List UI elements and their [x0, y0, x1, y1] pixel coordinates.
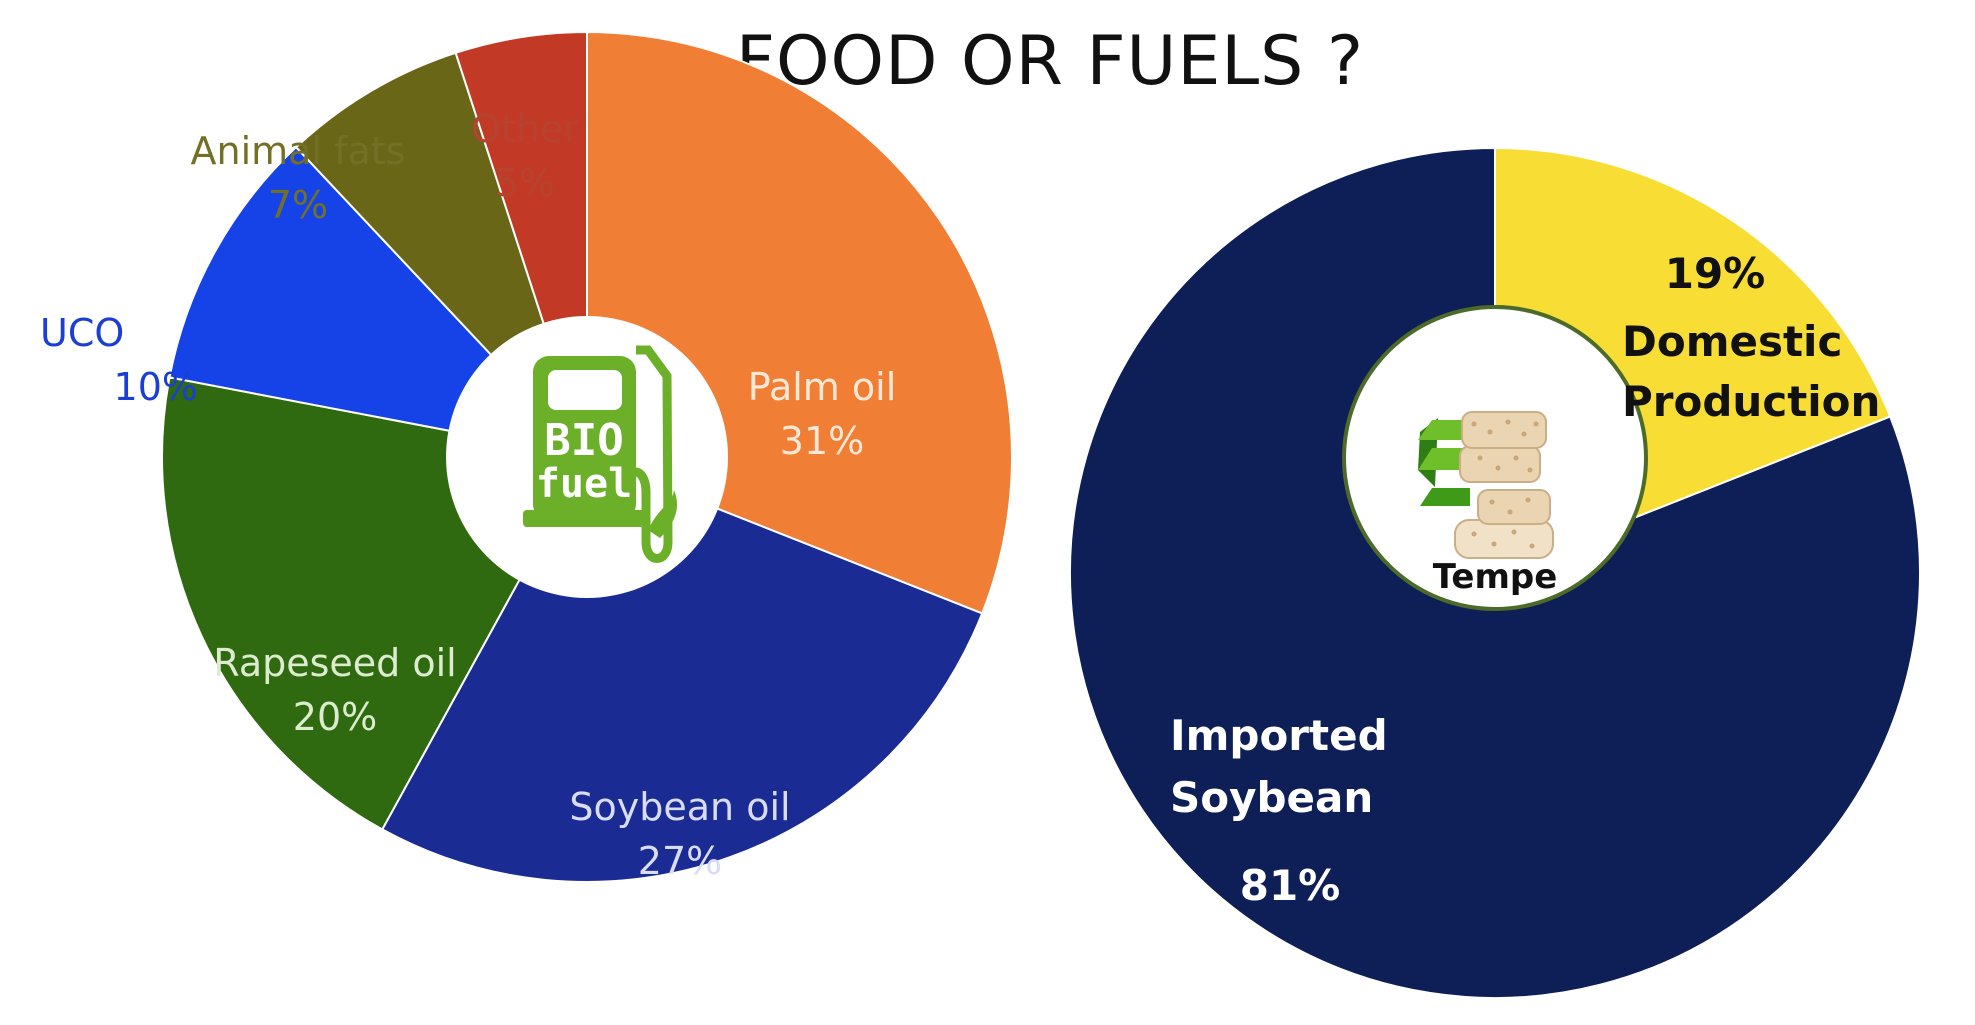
- label-soybean-oil: Soybean oil 27%: [569, 785, 790, 883]
- tempe-icon: [1418, 411, 1554, 559]
- bio-label: BIO: [544, 415, 623, 466]
- label-imported-soybean-name: Imported Soybean: [1170, 711, 1388, 822]
- label-domestic-production-name: Domestic Production: [1622, 317, 1880, 426]
- label-animal-fats: Animal fats 7%: [191, 129, 406, 227]
- label-uco-value: 10%: [114, 365, 198, 409]
- label-uco-name: UCO: [40, 311, 124, 355]
- label-imported-soybean-value: 81%: [1240, 861, 1341, 910]
- bio-fuel-pump-icon: BIO fuel: [523, 345, 678, 563]
- tempe-soybean-pie: Tempe 19% Domestic Production Imported Soybe…: [1069, 146, 1921, 999]
- page-title: FOOD OR FUELS ?: [735, 22, 1365, 101]
- tempe-label: Tempe: [1433, 557, 1558, 597]
- label-domestic-production-value: 19%: [1665, 249, 1766, 298]
- biofuel-feedstock-pie: BIO fuel Palm oil 31% Soybean oil 27% Rapese…: [40, 30, 1013, 883]
- label-palm-oil: Palm oil 31%: [748, 365, 897, 463]
- fuel-label: fuel: [536, 461, 632, 507]
- label-rapeseed-oil: Rapeseed oil 20%: [213, 641, 456, 739]
- label-other: Other 5%: [471, 107, 579, 205]
